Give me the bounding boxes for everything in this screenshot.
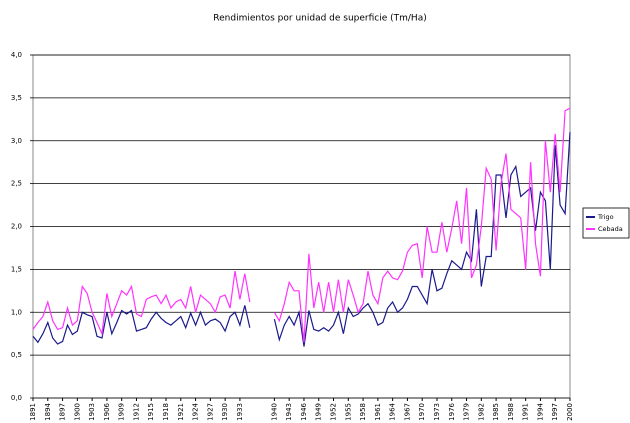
x-tick-label: 1979 bbox=[463, 403, 471, 421]
x-tick-label: 1994 bbox=[536, 402, 544, 420]
x-tick-label: 1946 bbox=[300, 402, 308, 420]
x-tick-label: 1906 bbox=[103, 402, 111, 420]
x-tick-label: 2000 bbox=[566, 403, 574, 421]
x-tick-label: 1921 bbox=[177, 403, 185, 421]
x-tick-label: 1964 bbox=[389, 402, 397, 420]
x-tick-label: 1949 bbox=[315, 403, 323, 421]
y-tick-label: 3,0 bbox=[11, 137, 22, 145]
y-tick-label: 3,5 bbox=[11, 94, 22, 102]
x-tick-label: 1982 bbox=[477, 403, 485, 421]
x-tick-label: 1973 bbox=[433, 403, 441, 421]
legend-label: Cebada bbox=[598, 225, 623, 233]
y-tick-label: 2,0 bbox=[11, 223, 22, 231]
x-tick-label: 1991 bbox=[522, 403, 530, 421]
x-tick-label: 1918 bbox=[162, 403, 170, 421]
legend-label: Trigo bbox=[597, 213, 614, 221]
x-tick-label: 1985 bbox=[492, 403, 500, 421]
x-tick-label: 1955 bbox=[344, 403, 352, 421]
x-tick-label: 1940 bbox=[270, 403, 278, 421]
x-tick-label: 1976 bbox=[448, 402, 456, 420]
x-tick-label: 1891 bbox=[29, 403, 37, 421]
legend-box bbox=[582, 207, 630, 239]
x-tick-label: 1903 bbox=[88, 403, 96, 421]
series-line bbox=[32, 132, 571, 347]
x-tick-label: 1909 bbox=[118, 403, 126, 421]
y-tick-label: 2,5 bbox=[11, 180, 22, 188]
x-tick-label: 1943 bbox=[285, 403, 293, 421]
x-tick-label: 1927 bbox=[206, 403, 214, 421]
x-tick-label: 1970 bbox=[418, 403, 426, 421]
x-tick-label: 1933 bbox=[236, 403, 244, 421]
x-tick-label: 1952 bbox=[330, 403, 338, 421]
x-tick-label: 1997 bbox=[551, 403, 559, 421]
y-tick-label: 4,0 bbox=[11, 51, 22, 59]
x-tick-label: 1958 bbox=[359, 403, 367, 421]
x-tick-label: 1897 bbox=[59, 403, 67, 421]
y-tick-label: 1,0 bbox=[11, 308, 22, 316]
x-tick-label: 1894 bbox=[44, 402, 52, 420]
y-tick-label: 0,5 bbox=[11, 351, 22, 359]
chart-title: Rendimientos por unidad de superficie (T… bbox=[213, 14, 426, 24]
series-line bbox=[32, 107, 571, 343]
x-tick-label: 1915 bbox=[147, 403, 155, 421]
x-tick-label: 1900 bbox=[73, 403, 81, 421]
x-tick-label: 1961 bbox=[374, 403, 382, 421]
y-tick-label: 0,0 bbox=[11, 394, 22, 402]
x-tick-label: 1912 bbox=[132, 403, 140, 421]
x-tick-label: 1930 bbox=[221, 403, 229, 421]
x-tick-label: 1967 bbox=[403, 403, 411, 421]
x-tick-label: 1924 bbox=[192, 402, 200, 420]
x-tick-label: 1988 bbox=[507, 403, 515, 421]
y-tick-label: 1,5 bbox=[11, 265, 22, 273]
